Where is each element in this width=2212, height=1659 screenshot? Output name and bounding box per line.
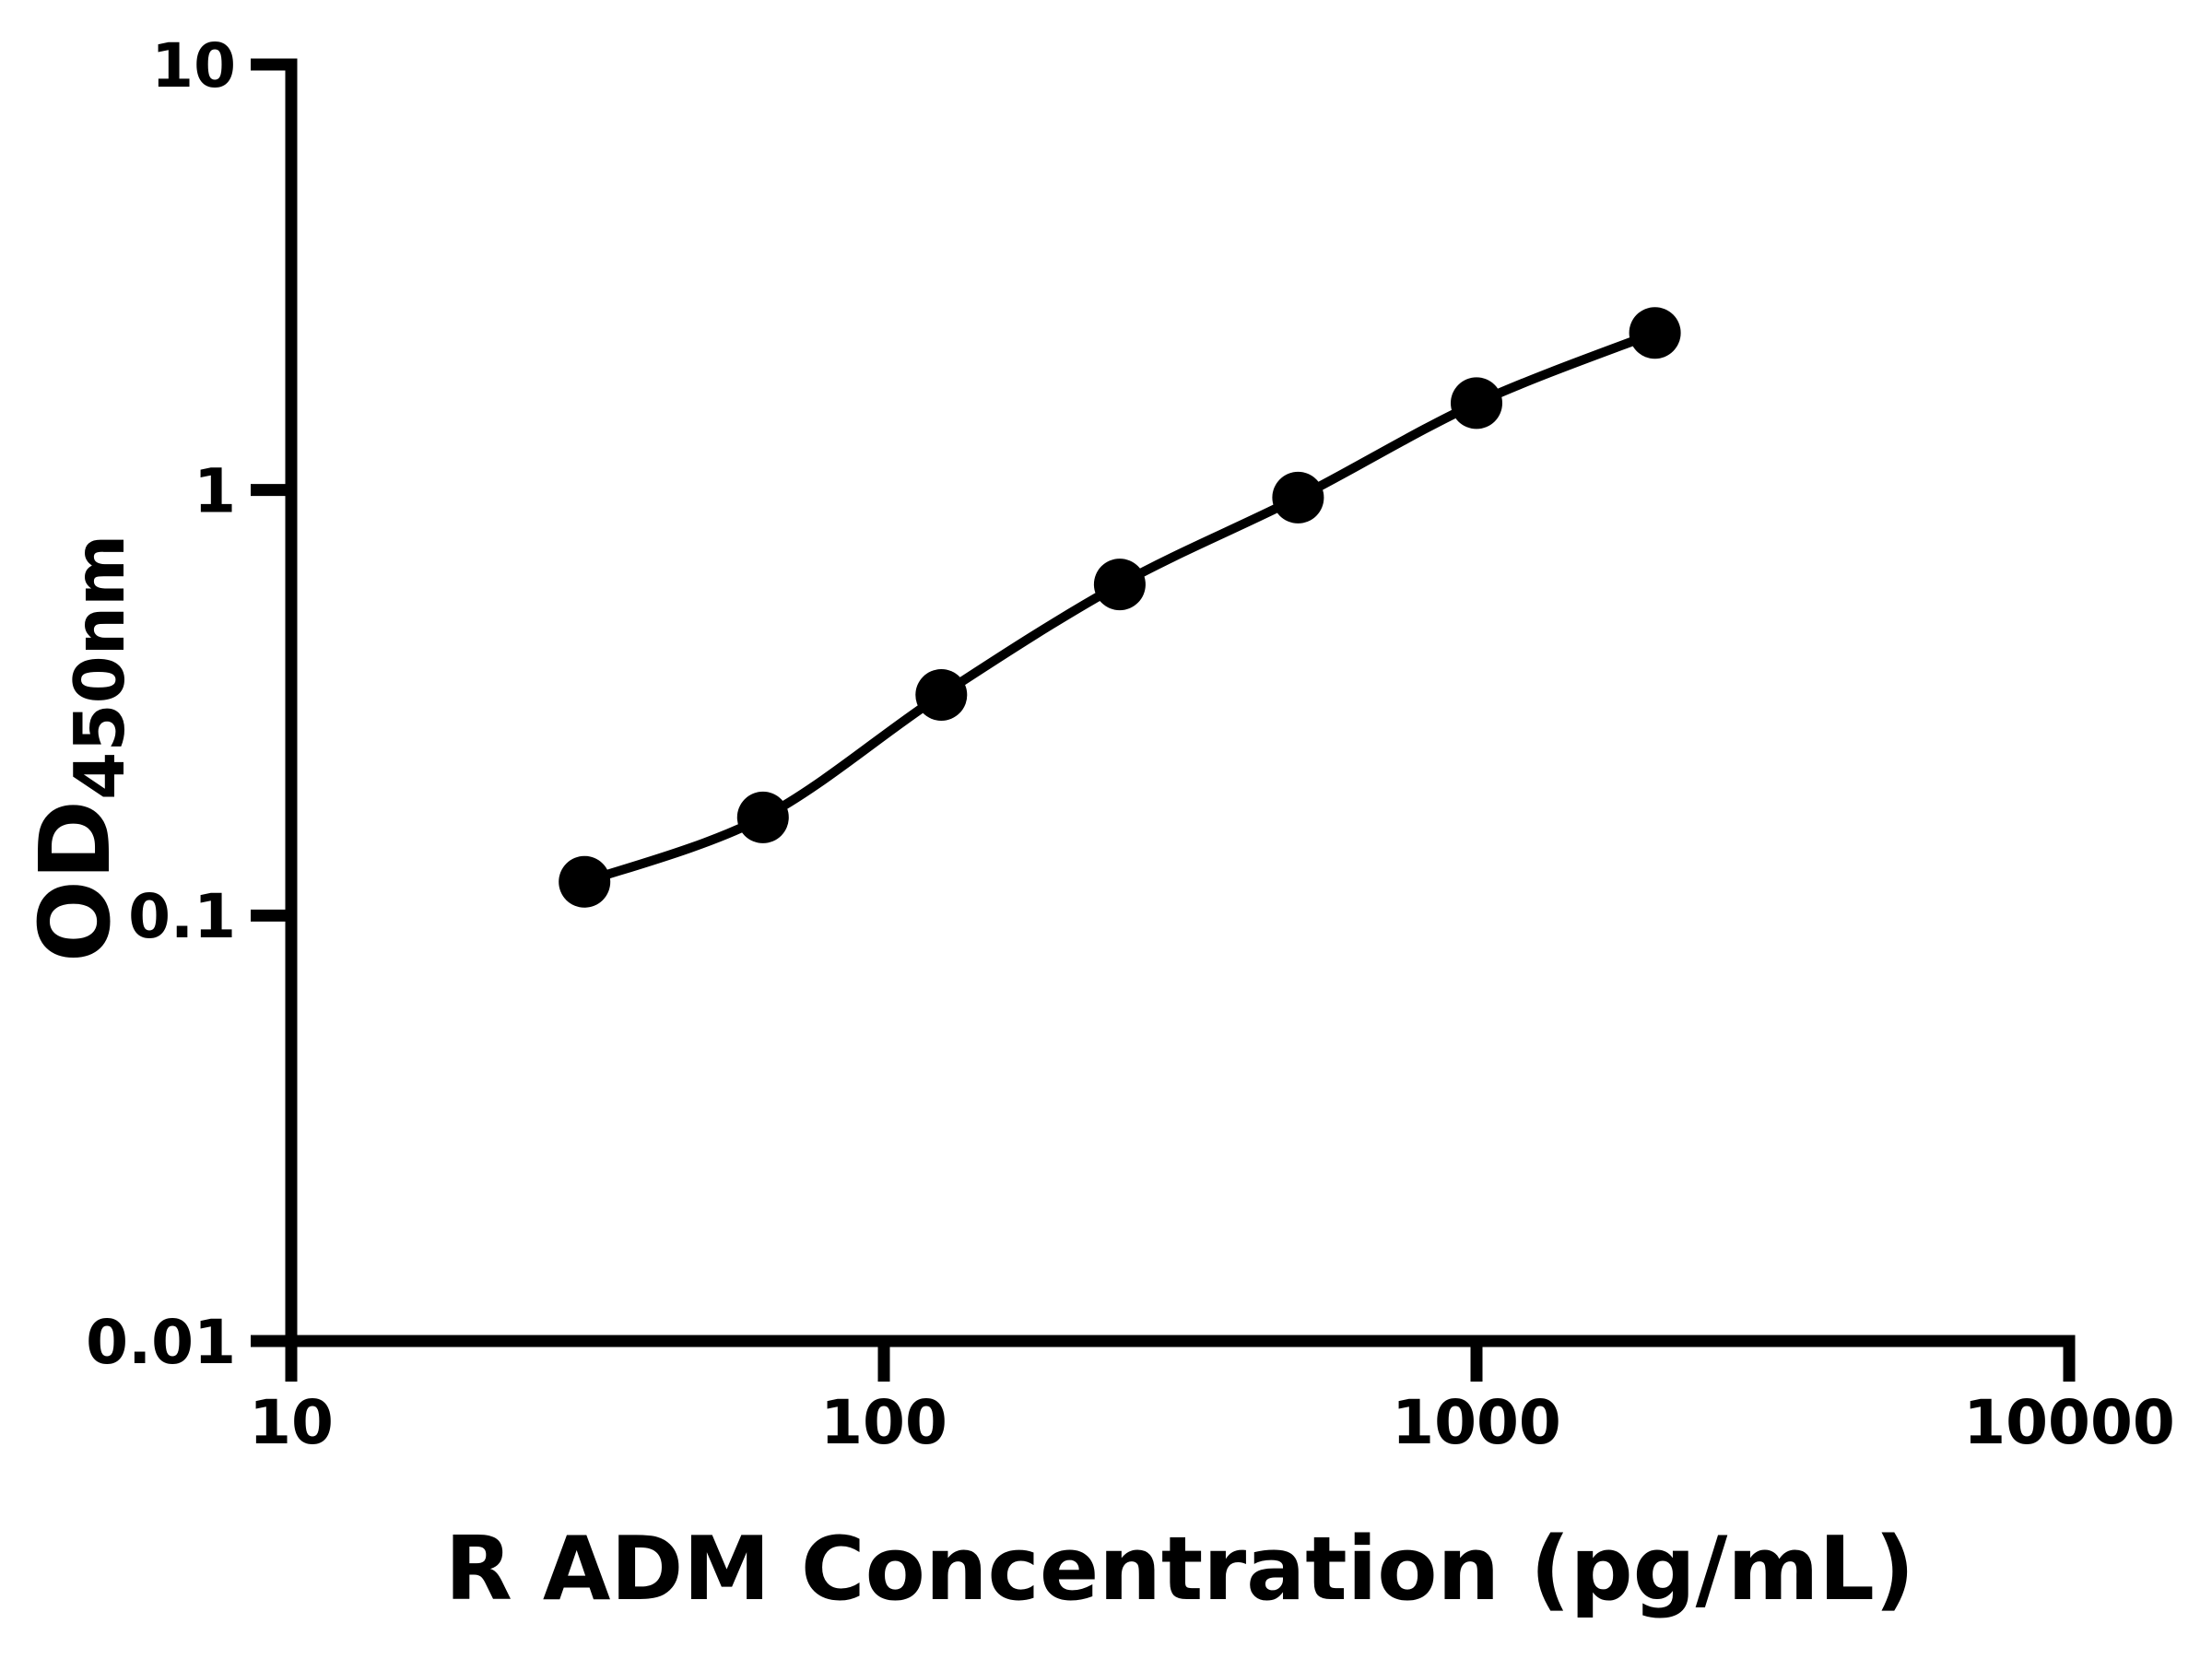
y-axis-title: OD450nm: [19, 535, 140, 963]
axis-ticks: [251, 58, 2076, 1382]
y-axis-title-subscript: 450nm: [59, 535, 140, 800]
data-point: [559, 855, 611, 908]
data-point: [1093, 559, 1146, 611]
data-point: [736, 791, 789, 843]
y-tick-label: 10: [151, 30, 236, 101]
y-tick-label: 0.01: [86, 1307, 236, 1378]
x-tick-label: 10000: [1963, 1387, 2175, 1458]
data-series: [559, 307, 1681, 908]
y-tick-label: 0.1: [128, 881, 236, 952]
data-point: [915, 669, 968, 721]
data-point: [1629, 307, 1681, 359]
data-point: [1451, 377, 1502, 429]
y-axis-title-main: OD: [19, 800, 132, 962]
axes: [285, 58, 2076, 1347]
y-tick-label: 1: [194, 455, 236, 526]
data-point: [1272, 471, 1324, 524]
x-axis-title: R ADM Concentration (pg/mL): [445, 1519, 1915, 1620]
x-tick-label: 100: [820, 1387, 947, 1458]
x-tick-label: 10: [249, 1387, 334, 1458]
x-tick-label: 1000: [1392, 1387, 1561, 1458]
